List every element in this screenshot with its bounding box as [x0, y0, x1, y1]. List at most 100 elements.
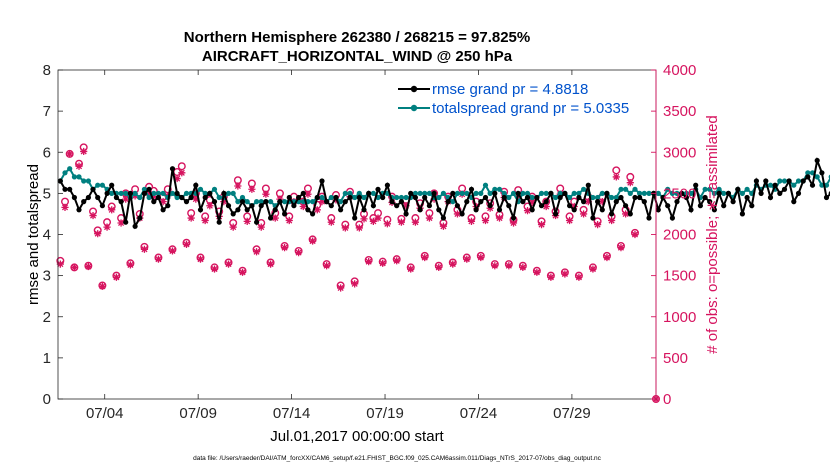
obs-assimilated-point — [210, 265, 219, 273]
totalspread-point — [581, 186, 587, 192]
rmse-point — [277, 199, 283, 205]
totalspread-point — [146, 194, 152, 201]
obs-assimilated-point — [626, 179, 634, 187]
obs-assimilated-point — [108, 206, 116, 214]
totalspread-point — [744, 186, 750, 192]
totalspread-point — [338, 199, 344, 205]
rmse-point — [174, 190, 180, 196]
rmse-point — [805, 174, 811, 180]
rmse-point — [165, 203, 171, 209]
rmse-point — [459, 211, 465, 217]
rmse-point — [585, 182, 591, 188]
obs-assimilated-point — [154, 255, 163, 263]
rmse-point — [688, 207, 694, 213]
rmse-line — [59, 156, 830, 230]
totalspread-point — [702, 186, 708, 192]
totalspread-point — [665, 186, 671, 192]
x-tick-label: 07/14 — [273, 405, 311, 422]
rmse-point — [599, 207, 605, 213]
rmse-point — [487, 203, 493, 209]
obs-assimilated-point — [80, 147, 88, 156]
obs-assimilated-point — [299, 202, 307, 211]
totalspread-point — [613, 194, 619, 201]
totalspread-point — [464, 190, 470, 196]
totalspread-point — [403, 194, 409, 201]
rmse-point — [567, 203, 573, 209]
rmse-point — [235, 207, 241, 213]
totalspread-point — [440, 190, 446, 196]
totalspread-point — [155, 190, 161, 196]
rmse-point — [627, 211, 633, 217]
totalspread-point — [618, 186, 624, 192]
obs-assimilated-point — [603, 253, 611, 262]
rmse-point — [211, 199, 218, 205]
obs-assimilated-point — [351, 280, 359, 288]
left-y-tick-label: 2 — [43, 309, 51, 326]
legend-spread-label: totalspread grand pr = 5.0335 — [432, 100, 629, 117]
totalspread-point — [487, 190, 493, 196]
obs-assimilated-point — [435, 263, 443, 271]
rmse-point — [655, 207, 661, 213]
rmse-point — [342, 199, 348, 205]
totalspread-line — [59, 167, 830, 208]
totalspread-point — [123, 190, 129, 196]
rmse-point — [263, 199, 269, 205]
rmse-point — [800, 178, 806, 184]
totalspread-point — [524, 190, 531, 196]
rmse-point — [412, 194, 418, 201]
obs-assimilated-point — [178, 169, 186, 177]
rmse-point — [496, 207, 503, 213]
rmse-point — [361, 207, 367, 213]
rmse-point — [674, 199, 680, 205]
obs-assimilated-point — [561, 270, 569, 278]
obs-assimilated-point — [337, 284, 345, 292]
legend: rmse grand pr = 4.8818 totalspread grand… — [398, 81, 629, 117]
totalspread-point — [81, 178, 87, 184]
rmse-point — [104, 190, 110, 196]
totalspread-point — [609, 194, 615, 201]
obs-assimilated-point — [570, 202, 578, 211]
rmse-point — [422, 194, 428, 201]
line-series — [57, 156, 830, 230]
totalspread-point — [67, 166, 73, 172]
totalspread-point — [655, 190, 661, 196]
rmse-point — [468, 186, 475, 192]
obs-assimilated-point — [575, 273, 583, 281]
rmse-point — [291, 203, 297, 209]
totalspread-point — [637, 190, 643, 196]
obs-assimilated-point — [374, 214, 382, 222]
rmse-point — [188, 194, 194, 201]
obs-assimilated-point — [463, 255, 471, 263]
obs-assimilated-point — [355, 224, 363, 232]
totalspread-point — [506, 194, 512, 201]
left-y-axis-label: rmse and totalspread — [25, 164, 42, 305]
rmse-point — [244, 207, 250, 213]
rmse-point — [604, 190, 610, 196]
totalspread-point — [361, 194, 367, 201]
obs-assimilated-point — [421, 253, 429, 262]
totalspread-point — [85, 178, 91, 184]
chart-subtitle: AIRCRAFT_HORIZONTAL_WIND @ 250 hPa — [202, 48, 513, 65]
totalspread-point — [595, 194, 601, 201]
obs-assimilated-point — [304, 190, 312, 198]
totalspread-point — [627, 190, 633, 196]
rmse-point — [482, 194, 489, 201]
obs-assimilated-point — [313, 206, 321, 214]
totalspread-point — [795, 178, 802, 184]
rmse-point — [305, 207, 311, 213]
x-tick-label: 07/24 — [460, 405, 498, 422]
rmse-point — [440, 215, 446, 221]
left-y-tick-label: 4 — [43, 227, 51, 244]
obs-assimilated-point — [495, 214, 504, 222]
totalspread-point — [496, 186, 503, 192]
totalspread-point — [623, 186, 629, 192]
rmse-point — [809, 182, 816, 188]
rmse-point — [384, 182, 390, 188]
totalspread-point — [599, 190, 605, 196]
totalspread-point — [95, 182, 101, 188]
obs-assimilated-point — [547, 273, 555, 281]
obs-assimilated-point — [481, 216, 490, 225]
rmse-point — [375, 186, 381, 192]
rmse-point — [571, 207, 577, 213]
left-y-tick-label: 7 — [43, 103, 51, 120]
